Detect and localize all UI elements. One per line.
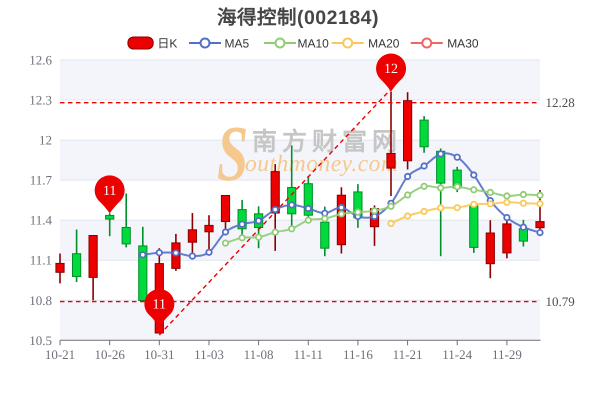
svg-text:11: 11 xyxy=(153,298,166,313)
svg-text:南方财富网: 南方财富网 xyxy=(252,128,402,156)
svg-text:12.3: 12.3 xyxy=(29,93,52,108)
svg-text:12.28: 12.28 xyxy=(546,95,575,110)
svg-text:11-11: 11-11 xyxy=(294,347,323,362)
svg-text:11-21: 11-21 xyxy=(393,347,423,362)
svg-text:MA10: MA10 xyxy=(298,37,330,51)
svg-text:11-03: 11-03 xyxy=(194,347,224,362)
svg-text:12.6: 12.6 xyxy=(29,53,52,68)
svg-text:10-21: 10-21 xyxy=(45,347,75,362)
svg-text:12: 12 xyxy=(384,62,398,77)
svg-text:10.8: 10.8 xyxy=(29,293,52,308)
svg-text:12: 12 xyxy=(39,133,52,148)
svg-text:MA5: MA5 xyxy=(225,37,250,51)
svg-text:11-29: 11-29 xyxy=(492,347,522,362)
svg-text:10-26: 10-26 xyxy=(95,347,126,362)
svg-text:outhmoney.com: outhmoney.com xyxy=(245,151,398,177)
svg-text:海得控制(002184): 海得控制(002184) xyxy=(217,7,379,29)
svg-text:11-08: 11-08 xyxy=(244,347,274,362)
svg-text:10.5: 10.5 xyxy=(29,333,52,348)
svg-text:11.1: 11.1 xyxy=(30,253,52,268)
svg-text:11.4: 11.4 xyxy=(30,213,53,228)
svg-text:11: 11 xyxy=(103,184,116,199)
svg-text:10.79: 10.79 xyxy=(546,294,575,309)
svg-text:11-24: 11-24 xyxy=(442,347,472,362)
svg-text:10-31: 10-31 xyxy=(144,347,174,362)
svg-text:11-16: 11-16 xyxy=(343,347,373,362)
svg-text:MA30: MA30 xyxy=(447,37,479,51)
svg-text:11.7: 11.7 xyxy=(30,173,53,188)
svg-text:MA20: MA20 xyxy=(368,37,400,51)
svg-text:日K: 日K xyxy=(157,37,177,51)
svg-text:S: S xyxy=(217,110,248,198)
